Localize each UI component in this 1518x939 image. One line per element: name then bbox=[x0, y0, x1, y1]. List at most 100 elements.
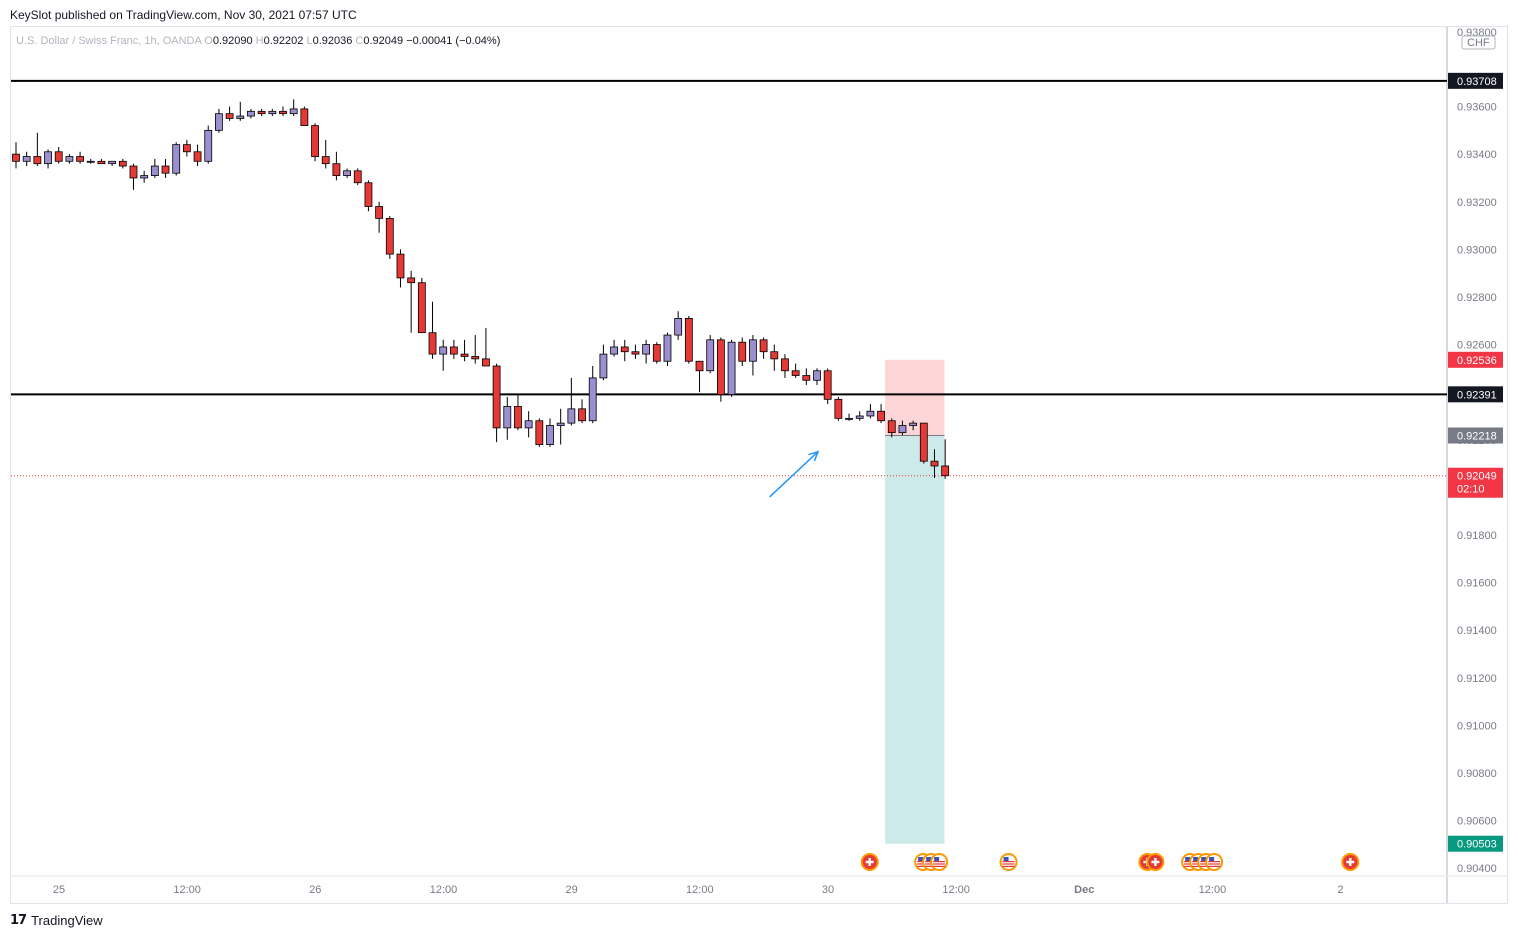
candle bbox=[343, 168, 351, 178]
candle-body bbox=[396, 253, 405, 279]
us-flag-stripe bbox=[1002, 863, 1015, 865]
candle-body bbox=[941, 465, 950, 477]
candle-body bbox=[22, 156, 31, 162]
open-value: 0.92090 bbox=[212, 35, 253, 47]
event-marker[interactable] bbox=[1181, 853, 1224, 871]
event-marker[interactable] bbox=[914, 853, 949, 871]
candle bbox=[86, 158, 95, 164]
candle-body bbox=[76, 156, 84, 162]
publisher-caption: KeySlot published on TradingView.com, No… bbox=[10, 8, 357, 22]
us-flag-stripe bbox=[933, 863, 946, 865]
candle bbox=[482, 327, 490, 367]
candle bbox=[738, 337, 747, 366]
us-flag-stripe bbox=[933, 865, 946, 867]
candle bbox=[791, 363, 800, 378]
price-tick-label: 0.90800 bbox=[1457, 768, 1497, 780]
candle-body bbox=[919, 422, 928, 462]
candle-body bbox=[514, 406, 522, 429]
price-tick-label: 0.90400 bbox=[1457, 863, 1497, 875]
event-marker[interactable] bbox=[999, 853, 1018, 871]
change-value: −0.00041 (−0.04%) bbox=[406, 35, 501, 47]
candle-body bbox=[674, 317, 683, 336]
candle-body bbox=[759, 339, 768, 353]
close-letter: C bbox=[355, 35, 364, 47]
candle-body bbox=[150, 165, 159, 176]
candle bbox=[663, 332, 672, 366]
grid bbox=[11, 27, 1507, 903]
us-flag-stripe bbox=[917, 865, 930, 867]
us-flag-canton bbox=[926, 857, 932, 861]
candle-body bbox=[268, 110, 277, 115]
candle-body bbox=[279, 110, 287, 115]
price-label-bg bbox=[1448, 835, 1503, 852]
candle-body bbox=[716, 339, 725, 395]
price-label: 0.92391 bbox=[1457, 389, 1497, 401]
candle bbox=[727, 339, 736, 397]
tradingview-logo[interactable]: 17 TradingView bbox=[10, 913, 103, 928]
candle-body bbox=[44, 151, 52, 165]
candle bbox=[353, 168, 362, 186]
candle bbox=[674, 311, 683, 340]
candle-body bbox=[556, 422, 565, 426]
price-tick-label: 0.91400 bbox=[1457, 625, 1497, 637]
candle bbox=[439, 339, 448, 371]
candle bbox=[578, 399, 586, 424]
candle bbox=[129, 163, 138, 190]
event-marker[interactable] bbox=[860, 853, 879, 871]
candle bbox=[289, 99, 298, 117]
time-tick-label: 12:00 bbox=[430, 884, 458, 896]
candle bbox=[492, 363, 501, 443]
us-flag-canton bbox=[934, 857, 940, 861]
candle bbox=[172, 142, 181, 176]
candle bbox=[140, 170, 149, 183]
candle-body bbox=[247, 110, 255, 117]
candle-body bbox=[642, 344, 651, 355]
price-tick-label: 0.93400 bbox=[1457, 149, 1497, 161]
us-flag-stripe bbox=[933, 861, 946, 863]
currency-badge bbox=[1461, 35, 1496, 50]
candle-body bbox=[610, 346, 618, 355]
candle bbox=[770, 344, 779, 371]
candle-body bbox=[535, 420, 544, 445]
symbol-label: U.S. Dollar / Swiss Franc, 1h, OANDA bbox=[16, 35, 202, 47]
candle bbox=[546, 418, 554, 447]
time-tick-label: 12:00 bbox=[1199, 884, 1227, 896]
candle-body bbox=[385, 218, 394, 255]
candle bbox=[471, 335, 480, 364]
candle-body bbox=[332, 163, 341, 176]
position-zones bbox=[885, 359, 945, 844]
candle-body bbox=[620, 346, 629, 353]
candle-body bbox=[33, 156, 42, 165]
event-marker[interactable] bbox=[1341, 853, 1360, 871]
level-price-label: 0.93708 bbox=[1457, 76, 1497, 88]
candle bbox=[556, 408, 565, 445]
candle bbox=[716, 337, 725, 402]
candle-body bbox=[449, 346, 458, 355]
time-tick-label: 30 bbox=[822, 884, 834, 896]
candle bbox=[193, 144, 202, 167]
candle-body bbox=[482, 358, 490, 367]
candle-body bbox=[289, 108, 298, 115]
candle-body bbox=[108, 160, 117, 165]
us-flag-stripe bbox=[1208, 863, 1221, 865]
open-letter: O bbox=[204, 35, 213, 47]
candle bbox=[631, 344, 640, 359]
price-tick-label: 0.92600 bbox=[1457, 340, 1497, 352]
candle-body bbox=[417, 282, 426, 334]
candle-body bbox=[364, 182, 373, 207]
candle-body bbox=[877, 410, 885, 422]
candle-body bbox=[225, 113, 234, 119]
candle-body bbox=[172, 144, 181, 174]
candle-body bbox=[311, 125, 319, 157]
candle-body bbox=[343, 170, 351, 176]
event-marker[interactable] bbox=[1138, 853, 1165, 871]
candle bbox=[150, 158, 159, 178]
tradingview-wordmark: TradingView bbox=[31, 913, 103, 928]
candle-body bbox=[524, 420, 533, 429]
candle bbox=[311, 123, 319, 162]
candle-body bbox=[930, 460, 939, 467]
candle bbox=[321, 139, 330, 169]
candle bbox=[652, 342, 661, 364]
us-flag-stripe bbox=[1002, 861, 1015, 863]
